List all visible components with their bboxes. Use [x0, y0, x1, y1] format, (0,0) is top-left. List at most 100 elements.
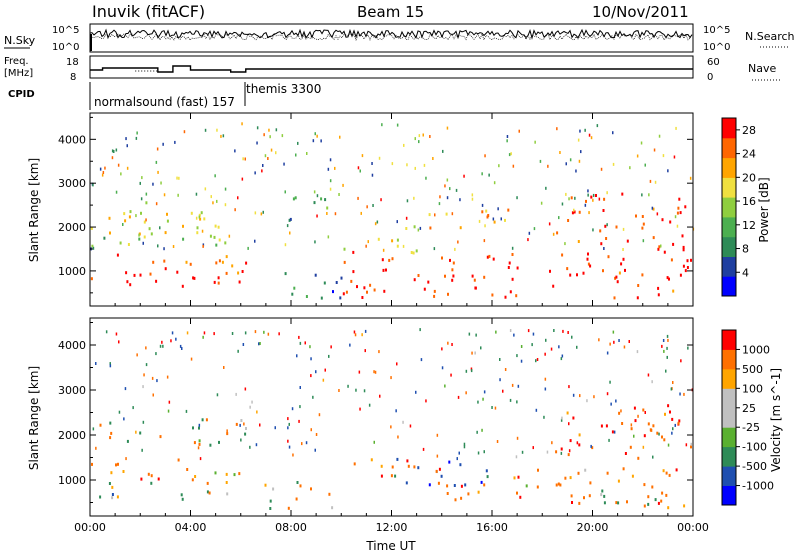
- power-cell: [571, 211, 574, 215]
- power-cell: [238, 280, 241, 284]
- power-cell: [556, 231, 559, 235]
- velocity-cell: [122, 470, 125, 473]
- velocity-cell: [269, 499, 272, 503]
- power-cell: [578, 210, 581, 214]
- power-scatter-cell: [359, 169, 361, 173]
- power-scatter-cell: [636, 154, 639, 158]
- power-cell: [91, 244, 94, 248]
- velocity-heatmap: [91, 328, 694, 510]
- velocity-cell: [238, 472, 241, 476]
- power-scatter-cell: [481, 172, 483, 176]
- power-scatter-cell: [254, 211, 257, 215]
- velocity-scatter-cell: [465, 391, 467, 395]
- velocity-cell: [665, 493, 668, 497]
- power-scatter-cell: [234, 149, 236, 153]
- velocity-scatter-cell: [309, 345, 311, 349]
- velocity-cell: [477, 490, 480, 494]
- velocity-cell: [110, 431, 113, 435]
- velocity-scatter-cell: [237, 349, 239, 353]
- power-scatter-cell: [198, 215, 201, 219]
- power-scatter-cell: [512, 164, 515, 168]
- power-cell: [396, 238, 399, 242]
- velocity-cell: [446, 492, 449, 495]
- velocity-scatter-cell: [124, 387, 127, 391]
- velocity-cell: [191, 478, 194, 482]
- velocity-cell: [577, 471, 580, 475]
- power-scatter-cell: [155, 160, 158, 164]
- velocity-cell: [617, 501, 620, 505]
- power-scatter-cell: [295, 153, 297, 157]
- power-cell: [343, 260, 346, 264]
- velocity-scatter-cell: [162, 344, 164, 348]
- velocity-scatter-cell: [161, 340, 163, 344]
- velocity-scatter-cell: [672, 427, 674, 431]
- power-cell: [684, 269, 687, 273]
- velocity-scatter-cell: [658, 432, 660, 436]
- velocity-scatter-cell: [156, 379, 158, 383]
- power-scatter-cell: [334, 166, 336, 170]
- power-scatter-cell: [92, 246, 95, 250]
- velocity-scatter-cell: [422, 447, 425, 451]
- power-cell: [637, 284, 640, 287]
- power-cell: [589, 264, 592, 268]
- velocity-cell: [537, 468, 539, 472]
- velocity-cell: [643, 434, 646, 438]
- velocity-cell: [480, 480, 483, 484]
- power-cell: [657, 286, 660, 290]
- power-cell: [676, 211, 679, 215]
- power-scatter-cell: [510, 152, 512, 156]
- velocity-cell: [225, 481, 228, 484]
- power-scatter-cell: [588, 133, 591, 137]
- power-cell: [209, 234, 212, 238]
- power-scatter-cell: [254, 239, 256, 243]
- power-scatter-cell: [267, 157, 269, 160]
- power-cell: [203, 217, 206, 221]
- velocity-cell: [214, 471, 217, 475]
- power-scatter-cell: [640, 141, 643, 145]
- velocity-scatter-cell: [447, 341, 449, 345]
- power-cell: [423, 287, 426, 291]
- power-cell: [129, 210, 132, 214]
- power-scatter-cell: [140, 197, 143, 201]
- velocity-scatter-cell: [579, 394, 581, 398]
- velocity-colorbar-swatch: [722, 485, 736, 506]
- power-cell: [166, 219, 169, 223]
- power-scatter-cell: [629, 166, 631, 170]
- power-cell: [382, 268, 385, 272]
- power-scatter-cell: [183, 130, 186, 134]
- velocity-scatter-cell: [663, 349, 665, 353]
- velocity-scatter-cell: [470, 367, 473, 371]
- power-cell: [215, 261, 218, 265]
- x-tick-label: 00:00: [74, 521, 106, 534]
- power-cell: [516, 266, 519, 270]
- velocity-cell: [405, 481, 408, 485]
- power-scatter-cell: [481, 203, 484, 207]
- velocity-cell: [656, 431, 659, 435]
- velocity-cell: [665, 471, 668, 475]
- power-cell: [672, 289, 675, 293]
- velocity-scatter-cell: [543, 415, 545, 419]
- velocity-cell: [109, 421, 112, 425]
- power-cell: [231, 264, 234, 268]
- station-title: Inuvik (fitACF): [92, 2, 205, 21]
- velocity-colorbar-tick-label: -500: [742, 460, 767, 473]
- velocity-cell: [464, 483, 467, 487]
- velocity-scatter-cell: [255, 443, 258, 447]
- velocity-cell: [661, 435, 663, 439]
- velocity-cell: [428, 483, 431, 487]
- power-cell: [213, 280, 216, 284]
- velocity-cell: [147, 472, 150, 476]
- velocity-scatter-cell: [613, 430, 616, 434]
- power-cell: [366, 290, 368, 294]
- power-scatter-cell: [439, 195, 441, 199]
- power-cell: [213, 235, 216, 239]
- power-scatter-cell: [459, 198, 461, 202]
- power-scatter-cell: [264, 154, 267, 158]
- power-scatter-cell: [506, 135, 509, 138]
- velocity-cell: [108, 482, 111, 485]
- power-scatter-cell: [214, 174, 216, 178]
- power-scatter-cell: [446, 196, 449, 200]
- velocity-scatter-cell: [142, 420, 145, 424]
- power-scatter-cell: [329, 158, 332, 162]
- power-scatter-cell: [511, 246, 514, 250]
